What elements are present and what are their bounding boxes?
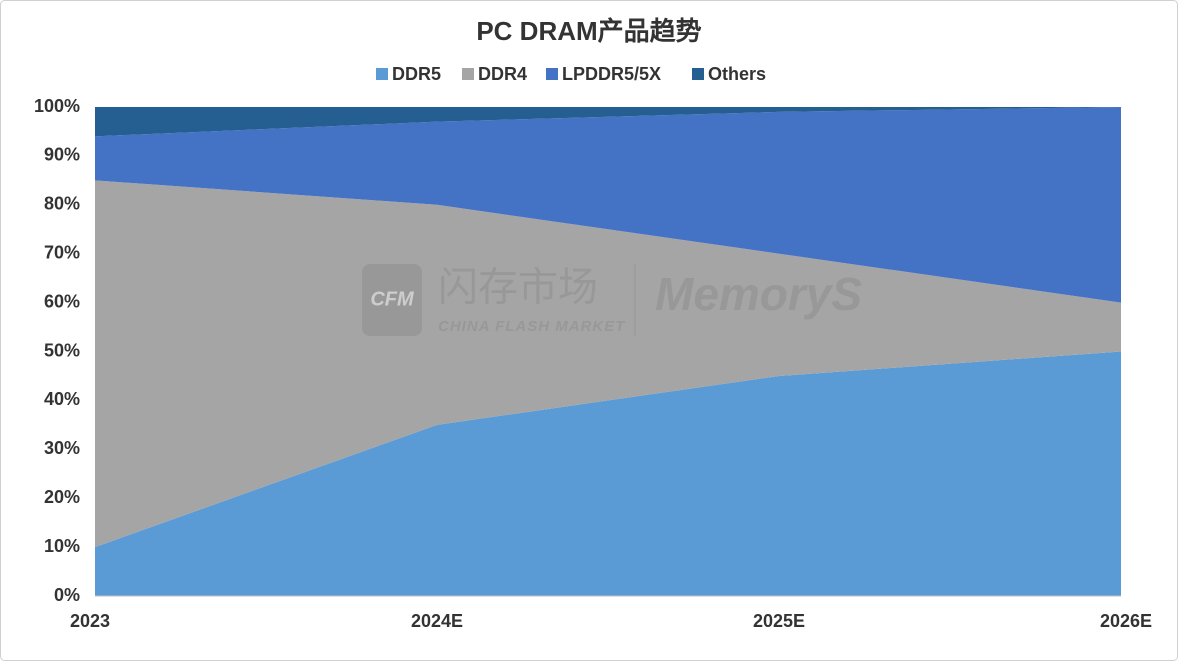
x-tick-label: 2023 [70,611,110,631]
y-tick-label: 70% [44,242,80,262]
legend-label: DDR4 [478,64,527,84]
legend-label: Others [708,64,766,84]
x-tick-label: 2025E [753,611,805,631]
y-tick-label: 10% [44,536,80,556]
area [95,351,1121,596]
watermark-en: CHINA FLASH MARKET [438,318,626,335]
legend-swatch [546,68,558,80]
chart-title: PC DRAM产品趋势 [476,16,701,46]
x-tick-label: 2026E [1100,611,1152,631]
y-tick-label: 100% [34,96,80,116]
y-tick-label: 20% [44,487,80,507]
legend-label: DDR5 [392,64,441,84]
legend-swatch [376,68,388,80]
legend-label: LPDDR5/5X [562,64,661,84]
watermark-brand: MemoryS [655,268,862,320]
y-tick-label: 0% [54,585,80,605]
legend-swatch [462,68,474,80]
watermark: CFM 闪存市场 CHINA FLASH MARKET MemoryS [362,264,862,336]
y-tick-label: 40% [44,389,80,409]
y-tick-label: 50% [44,340,80,360]
y-tick-label: 90% [44,145,80,165]
watermark-logo: CFM [370,288,415,310]
legend-swatch [692,68,704,80]
area [95,180,1121,548]
y-tick-label: 30% [44,438,80,458]
y-tick-label: 60% [44,291,80,311]
watermark-cn: 闪存市场 [438,266,598,310]
x-tick-label: 2024E [411,611,463,631]
y-tick-label: 80% [44,194,80,214]
area [95,107,1121,137]
area [95,107,1121,303]
watermark-logo-box [362,264,422,336]
